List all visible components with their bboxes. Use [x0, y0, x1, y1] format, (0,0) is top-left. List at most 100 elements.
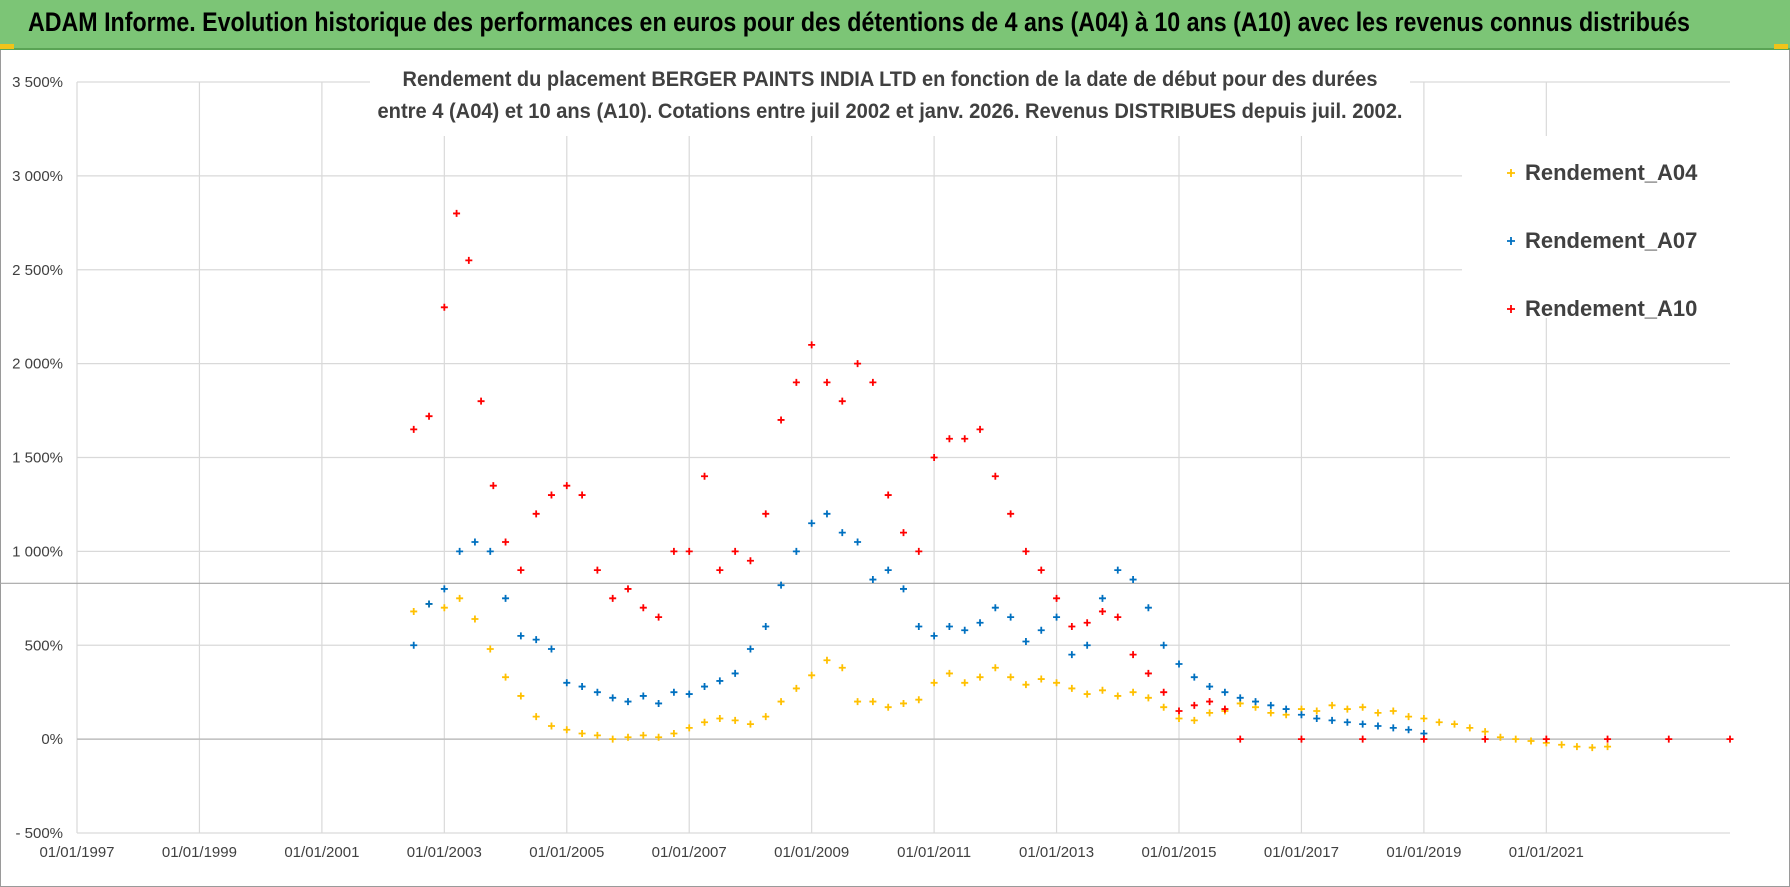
corner-mark-right — [1774, 44, 1788, 49]
x-axis-tick-labels: 01/01/1997 01/01/1999 01/01/2001 01/01/2003… — [39, 844, 1583, 861]
data-point — [1359, 703, 1367, 711]
data-point — [1007, 673, 1015, 681]
data-point — [1129, 576, 1137, 584]
data-point — [1328, 716, 1336, 724]
data-point — [991, 604, 999, 612]
data-point — [1726, 735, 1734, 743]
data-point — [1206, 683, 1214, 691]
data-point — [440, 303, 448, 311]
data-point — [915, 696, 923, 704]
data-point — [777, 581, 785, 589]
data-point — [1665, 735, 1673, 743]
data-point — [1420, 735, 1428, 743]
data-point — [1175, 707, 1183, 715]
data-point — [1206, 709, 1214, 717]
data-point — [1175, 660, 1183, 668]
data-point — [517, 566, 525, 574]
data-point — [563, 726, 571, 734]
data-point — [655, 613, 663, 621]
legend-marker — [1507, 169, 1515, 177]
data-point — [808, 519, 816, 527]
data-point — [1190, 673, 1198, 681]
data-point — [731, 716, 739, 724]
data-point — [945, 622, 953, 630]
data-point — [777, 698, 785, 706]
data-point — [1512, 735, 1520, 743]
y-tick-label: 1 000% — [12, 543, 63, 560]
data-point — [1037, 675, 1045, 683]
data-point — [502, 673, 510, 681]
data-point — [854, 698, 862, 706]
data-point — [547, 722, 555, 730]
data-points — [410, 209, 1734, 752]
series-Rendement_A10 — [410, 209, 1734, 743]
data-point — [792, 547, 800, 555]
data-point — [915, 547, 923, 555]
data-point — [1083, 619, 1091, 627]
data-point — [624, 733, 632, 741]
data-point — [884, 703, 892, 711]
data-point — [823, 378, 831, 386]
data-point — [762, 622, 770, 630]
data-point — [838, 529, 846, 537]
series-Rendement_A04 — [410, 594, 1612, 752]
data-point — [1053, 679, 1061, 687]
data-point — [1282, 705, 1290, 713]
data-point — [701, 683, 709, 691]
legend-background — [1462, 136, 1730, 318]
data-point — [808, 671, 816, 679]
data-point — [517, 692, 525, 700]
data-point — [685, 724, 693, 732]
x-tick-label: 01/01/2011 — [897, 844, 971, 861]
data-point — [502, 594, 510, 602]
y-tick-label: 3 500% — [12, 74, 63, 91]
data-point — [716, 677, 724, 685]
data-point — [854, 538, 862, 546]
data-point — [440, 585, 448, 593]
data-point — [1129, 651, 1137, 659]
data-point — [425, 412, 433, 420]
data-point — [854, 360, 862, 368]
data-point — [1190, 716, 1198, 724]
data-point — [1481, 728, 1489, 736]
data-point — [900, 529, 907, 537]
data-point — [991, 664, 999, 672]
data-point — [1114, 692, 1122, 700]
data-point — [1328, 701, 1336, 709]
data-point — [1175, 714, 1183, 722]
data-point — [425, 600, 433, 608]
banner: ADAM Informe. Evolution historique des p… — [0, 0, 1790, 50]
data-point — [1037, 626, 1045, 634]
x-tick-label: 01/01/2005 — [529, 844, 604, 861]
data-point — [1129, 688, 1137, 696]
data-point — [1221, 688, 1229, 696]
data-point — [1083, 690, 1091, 698]
data-point — [456, 594, 464, 602]
data-point — [609, 735, 617, 743]
data-point — [1604, 743, 1612, 751]
data-point — [762, 510, 770, 518]
data-point — [486, 547, 494, 555]
data-point — [1098, 594, 1106, 602]
data-point — [762, 713, 770, 721]
data-point — [869, 378, 877, 386]
data-point — [1374, 722, 1382, 730]
data-point — [746, 720, 754, 728]
legend-marker — [1507, 237, 1515, 245]
data-point — [639, 731, 647, 739]
data-point — [1114, 566, 1122, 574]
data-point — [477, 397, 485, 405]
data-point — [1160, 641, 1168, 649]
chart-title-line1: Rendement du placement BERGER PAINTS IND… — [403, 68, 1378, 91]
data-point — [716, 714, 724, 722]
data-point — [1068, 622, 1076, 630]
legend-marker — [1507, 305, 1515, 313]
data-point — [777, 416, 785, 424]
data-point — [655, 733, 663, 741]
y-axis-tick-labels: - 500% 0% 500% 1 000% 1 500% 2 000% 2 500% 3 00… — [12, 74, 63, 842]
y-tick-label: 0% — [41, 731, 63, 748]
data-point — [701, 718, 709, 726]
legend-label: Rendement_A04 — [1525, 160, 1698, 185]
data-point — [1098, 686, 1106, 694]
data-point — [731, 547, 739, 555]
